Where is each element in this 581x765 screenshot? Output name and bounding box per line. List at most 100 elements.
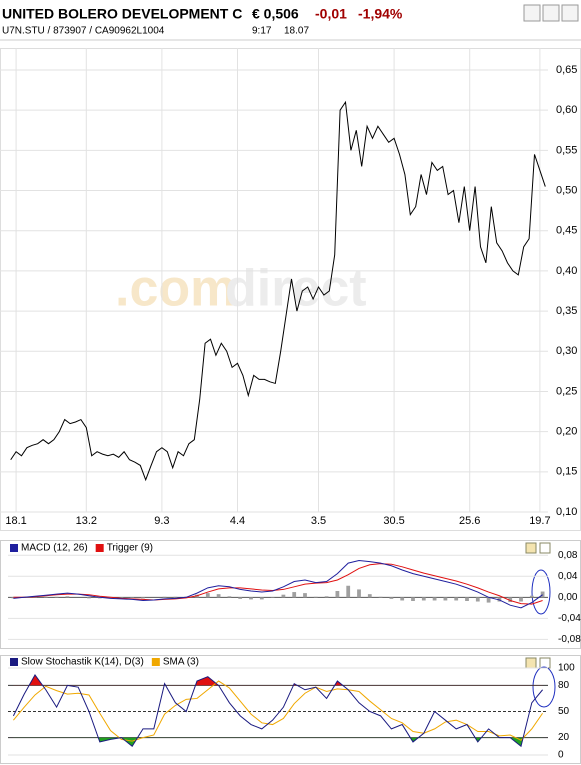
data-line [13,560,543,609]
histogram-bar [216,594,221,598]
histogram-bar [411,597,415,601]
chart-icon[interactable] [523,4,541,22]
y-tick-label: 50 [558,706,570,717]
watermark: .com [115,260,236,318]
histogram-bar [11,597,16,599]
histogram-bar [292,592,297,598]
legend-label: Trigger (9) [107,543,153,554]
legend-label: SMA (3) [163,657,199,668]
time: 9:17 [252,26,272,37]
y-tick-label: 100 [558,663,575,674]
legend-swatch [10,544,18,552]
panel-buttons [525,542,551,669]
settings-button[interactable] [525,657,537,669]
histogram-bar [346,585,351,598]
news-icon[interactable] [542,4,560,22]
x-tick-label: 4.4 [230,515,245,527]
histogram-bar [529,595,534,598]
watermark: direct [225,260,367,318]
highlight-ellipse [532,666,556,708]
histogram-bar [486,597,491,603]
histogram-bar [270,597,275,598]
y-tick-label: 0,25 [556,385,577,397]
histogram-bar [141,597,145,599]
date: 18.07 [284,26,309,37]
y-tick-label: 80 [558,680,570,691]
y-tick-label: 0,35 [556,305,577,317]
y-tick-label: 0,65 [556,64,577,76]
histogram-bar [400,597,405,601]
close-button[interactable] [539,542,551,554]
legend-label: MACD (12, 26) [21,543,88,554]
y-tick-label: 0,30 [556,345,577,357]
y-tick-label: 0,20 [556,426,577,438]
histogram-bar [475,597,480,602]
histogram-bar [454,597,459,601]
histogram-bar [303,593,307,598]
histogram-bar [389,597,394,599]
histogram-bar [54,596,59,598]
x-tick-label: 19.7 [529,515,550,527]
y-tick-label: 0,00 [558,592,578,603]
histogram-bar [238,597,243,599]
change: -0,01 [315,6,347,22]
change-pct: -1,94% [358,6,403,22]
x-tick-label: 13.2 [76,515,97,527]
histogram-bar [324,596,329,598]
histogram-bar [162,596,167,598]
legend-swatch [95,544,104,552]
legend-swatch [151,658,160,666]
histogram-bar [205,593,210,598]
histogram-bar [335,591,340,598]
x-tick-label: 25.6 [459,515,480,527]
histogram-bar [173,596,178,598]
toolbar [523,4,579,22]
histogram-bar [130,597,135,598]
data-line [13,563,543,605]
histogram-bar [519,597,523,602]
histogram-bar [108,597,113,599]
histogram-bar [540,591,545,598]
y-tick-label: 0,15 [556,466,577,478]
x-tick-label: 3.5 [311,515,326,527]
y-tick-label: 0,10 [556,506,577,518]
histogram-bar [87,597,91,599]
x-tick-label: 9.3 [154,515,169,527]
grid-icon[interactable] [561,4,579,22]
histogram-bar [119,597,124,598]
settings-button[interactable] [525,542,537,554]
histogram-bar [465,597,469,601]
highlight-ellipse [531,569,551,615]
y-tick-label: 0,55 [556,144,577,156]
legend-swatch [10,658,18,666]
x-tick-label: 18.1 [5,515,26,527]
histogram-bar [497,597,502,602]
histogram-bar [432,597,437,601]
symbol-line: U7N.STU / 873907 / CA90962L1004 [2,26,165,37]
y-tick-label: 0,04 [558,571,578,582]
data-line [12,674,543,748]
y-tick-label: 20 [558,732,570,743]
y-tick-label: 0 [558,750,564,761]
histogram-bar [43,596,48,598]
histogram-bar [357,589,361,598]
histogram-bar [97,597,102,599]
histogram-bar [367,594,372,598]
histogram-bar [378,596,383,598]
histogram-bar [259,597,264,600]
histogram-bar [227,596,232,598]
close-button[interactable] [539,657,551,669]
x-tick-label: 30.5 [383,515,404,527]
histogram-bar [421,597,426,601]
legend-label: Slow Stochastik K(14), D(3) [21,657,144,668]
y-tick-label: 0,08 [558,550,578,561]
y-tick-label: 0,60 [556,104,577,116]
y-tick-label: -0,04 [558,613,581,624]
y-tick-label: 0,50 [556,184,577,196]
y-tick-label: -0,08 [558,634,581,645]
histogram-bar [65,596,70,598]
histogram-bar [443,597,448,601]
histogram-bar [281,594,286,598]
histogram-bar [508,597,513,603]
